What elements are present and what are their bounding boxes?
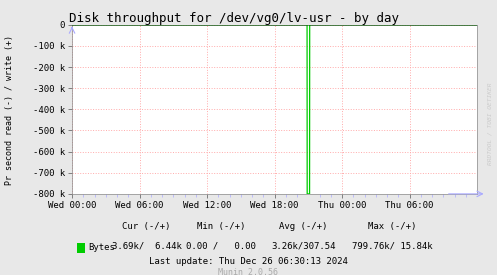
Text: Min (-/+): Min (-/+) bbox=[197, 222, 246, 231]
Text: Last update: Thu Dec 26 06:30:13 2024: Last update: Thu Dec 26 06:30:13 2024 bbox=[149, 257, 348, 266]
Text: 799.76k/ 15.84k: 799.76k/ 15.84k bbox=[352, 242, 433, 251]
Text: Disk throughput for /dev/vg0/lv-usr - by day: Disk throughput for /dev/vg0/lv-usr - by… bbox=[69, 12, 399, 25]
Text: Max (-/+): Max (-/+) bbox=[368, 222, 417, 231]
Text: Avg (-/+): Avg (-/+) bbox=[279, 222, 328, 231]
Text: 3.26k/307.54: 3.26k/307.54 bbox=[271, 242, 335, 251]
Text: Munin 2.0.56: Munin 2.0.56 bbox=[219, 268, 278, 275]
Text: 0.00 /   0.00: 0.00 / 0.00 bbox=[186, 242, 256, 251]
Text: 3.69k/  6.44k: 3.69k/ 6.44k bbox=[112, 242, 181, 251]
Text: RRDTOOL / TOBI OETIKER: RRDTOOL / TOBI OETIKER bbox=[487, 82, 492, 165]
Text: Pr second read (-) / write (+): Pr second read (-) / write (+) bbox=[5, 35, 14, 185]
Text: Bytes: Bytes bbox=[88, 243, 115, 252]
Text: Cur (-/+): Cur (-/+) bbox=[122, 222, 171, 231]
